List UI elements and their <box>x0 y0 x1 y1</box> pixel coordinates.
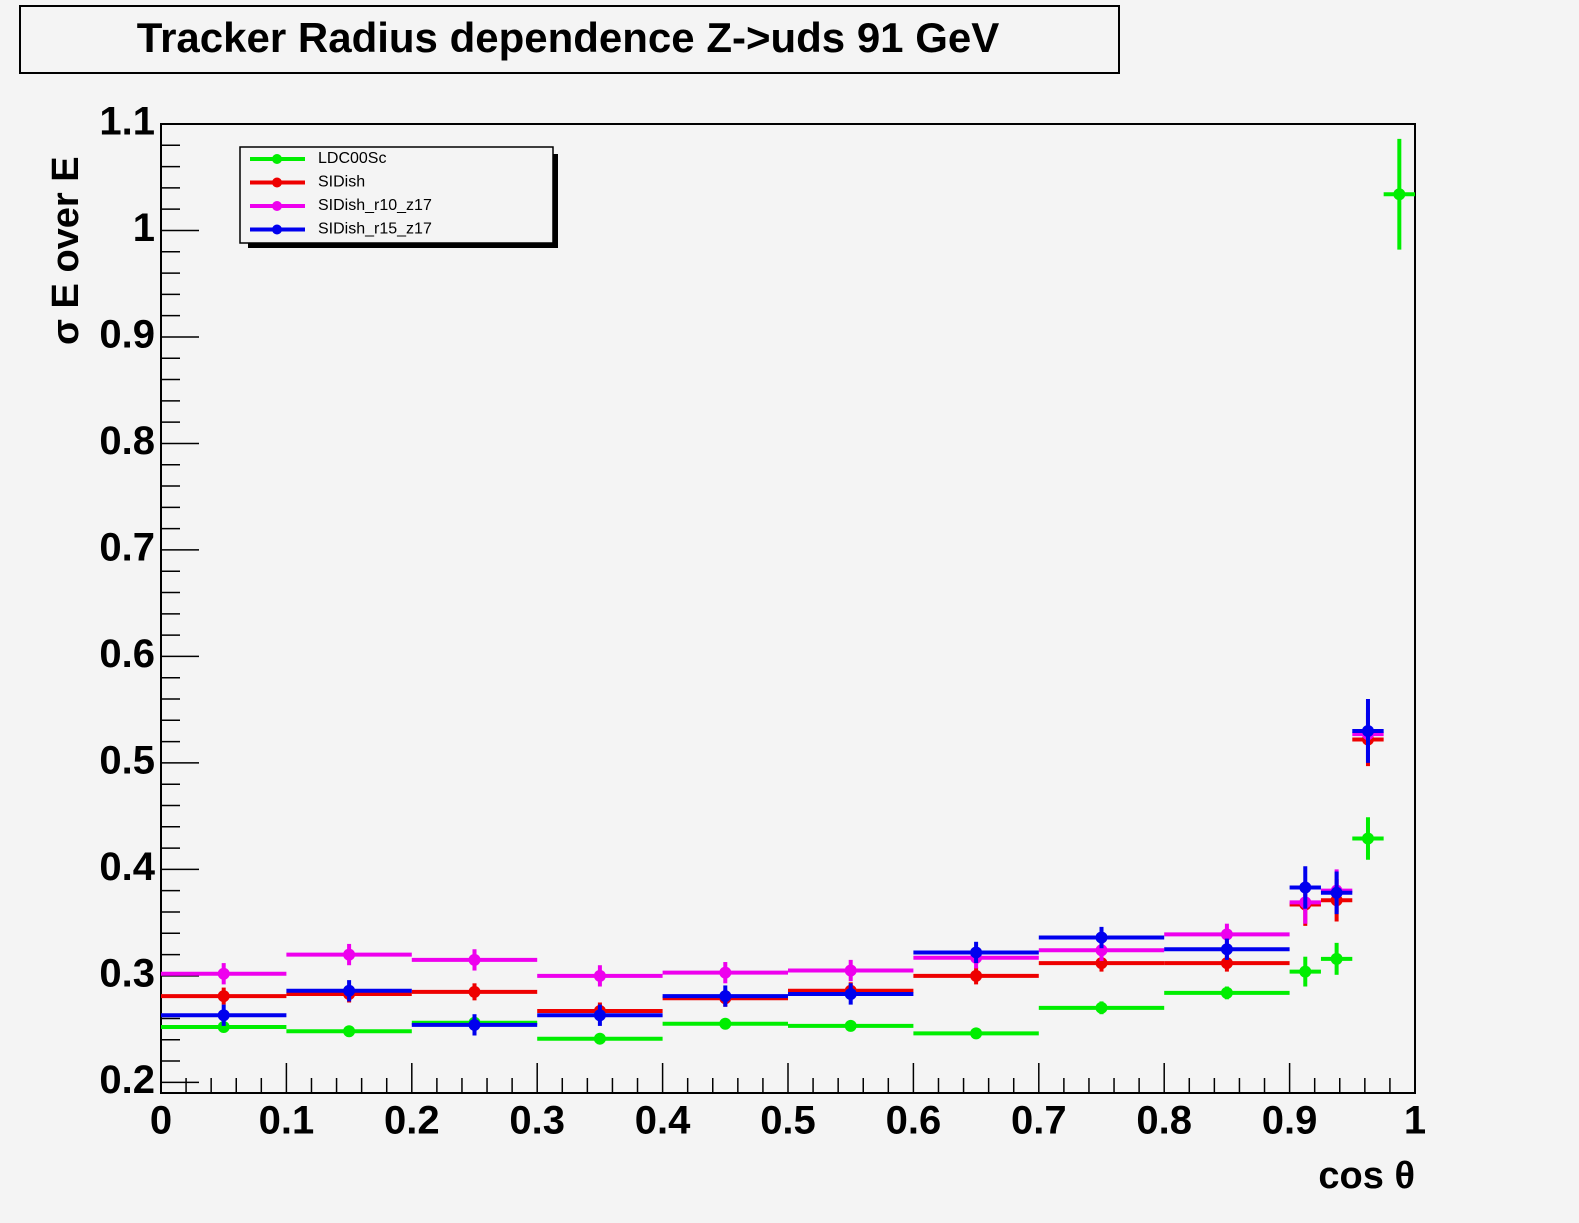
data-point <box>1299 881 1312 894</box>
data-point <box>1220 957 1233 970</box>
data-point <box>593 1009 606 1022</box>
data-point <box>1220 928 1233 941</box>
legend-marker <box>272 201 282 211</box>
y-tick-label: 0.3 <box>99 951 155 995</box>
x-tick-label: 0.1 <box>259 1099 315 1143</box>
data-point <box>593 969 606 982</box>
data-point <box>468 953 481 966</box>
data-point <box>1220 943 1233 956</box>
data-point <box>1330 886 1343 899</box>
y-tick-label: 0.7 <box>99 525 155 569</box>
legend-marker <box>272 224 282 235</box>
x-axis-label: cos θ <box>1318 1155 1415 1197</box>
data-point <box>844 1019 857 1032</box>
data-point <box>1330 952 1343 965</box>
data-point <box>217 1009 230 1022</box>
data-point <box>719 990 732 1003</box>
x-tick-label: 0.3 <box>509 1099 565 1143</box>
data-point <box>1299 965 1312 978</box>
x-tick-label: 0.5 <box>760 1099 816 1143</box>
x-tick-label: 0.8 <box>1136 1099 1192 1143</box>
legend-marker <box>272 154 282 164</box>
data-point <box>1361 832 1374 845</box>
data-point <box>970 969 983 982</box>
x-tick-label: 0.7 <box>1011 1099 1067 1143</box>
data-point <box>217 990 230 1003</box>
data-point <box>1220 986 1233 999</box>
x-tick-label: 0.2 <box>384 1099 440 1143</box>
data-point <box>468 1018 481 1031</box>
data-point <box>1095 1001 1108 1014</box>
data-point <box>593 1032 606 1045</box>
y-axis-label: σ E over E <box>45 156 87 345</box>
legend-box <box>239 146 554 244</box>
data-point <box>217 967 230 980</box>
y-tick-label: 0.6 <box>99 632 155 676</box>
legend-label: SIDish_r10_z17 <box>318 197 432 214</box>
data-point <box>970 1027 983 1040</box>
y-tick-label: 0.5 <box>99 738 155 782</box>
data-point <box>1393 188 1406 201</box>
data-point <box>844 987 857 1000</box>
title-box <box>19 5 1120 74</box>
legend-label: LDC00Sc <box>318 150 386 167</box>
x-tick-label: 0.9 <box>1262 1099 1318 1143</box>
y-tick-label: 0.2 <box>99 1058 155 1102</box>
y-tick-label: 0.4 <box>99 845 155 889</box>
data-point <box>468 985 481 998</box>
y-tick-label: 1 <box>133 206 155 250</box>
data-point <box>719 1017 732 1030</box>
legend-label: SIDish_r15_z17 <box>318 221 432 238</box>
data-point <box>844 964 857 977</box>
chart-title: Tracker Radius dependence Z->uds 91 GeV <box>137 14 1000 61</box>
data-point <box>217 1020 230 1033</box>
legend-marker <box>272 177 282 188</box>
data-point <box>1361 724 1374 737</box>
data-point <box>719 966 732 979</box>
y-tick-label: 0.8 <box>99 419 155 463</box>
data-point <box>343 984 356 997</box>
data-point <box>970 946 983 959</box>
y-tick-label: 0.9 <box>99 313 155 357</box>
x-tick-label: 1 <box>1404 1099 1426 1143</box>
x-tick-label: 0.6 <box>886 1099 942 1143</box>
data-point <box>343 1025 356 1038</box>
x-tick-label: 0 <box>150 1099 172 1143</box>
data-point <box>1095 931 1108 944</box>
data-point <box>343 948 356 961</box>
y-tick-label: 1.1 <box>99 100 155 144</box>
data-point <box>1095 944 1108 957</box>
data-point <box>1095 957 1108 970</box>
x-tick-label: 0.4 <box>635 1099 691 1143</box>
legend-label: SIDish <box>318 174 365 191</box>
